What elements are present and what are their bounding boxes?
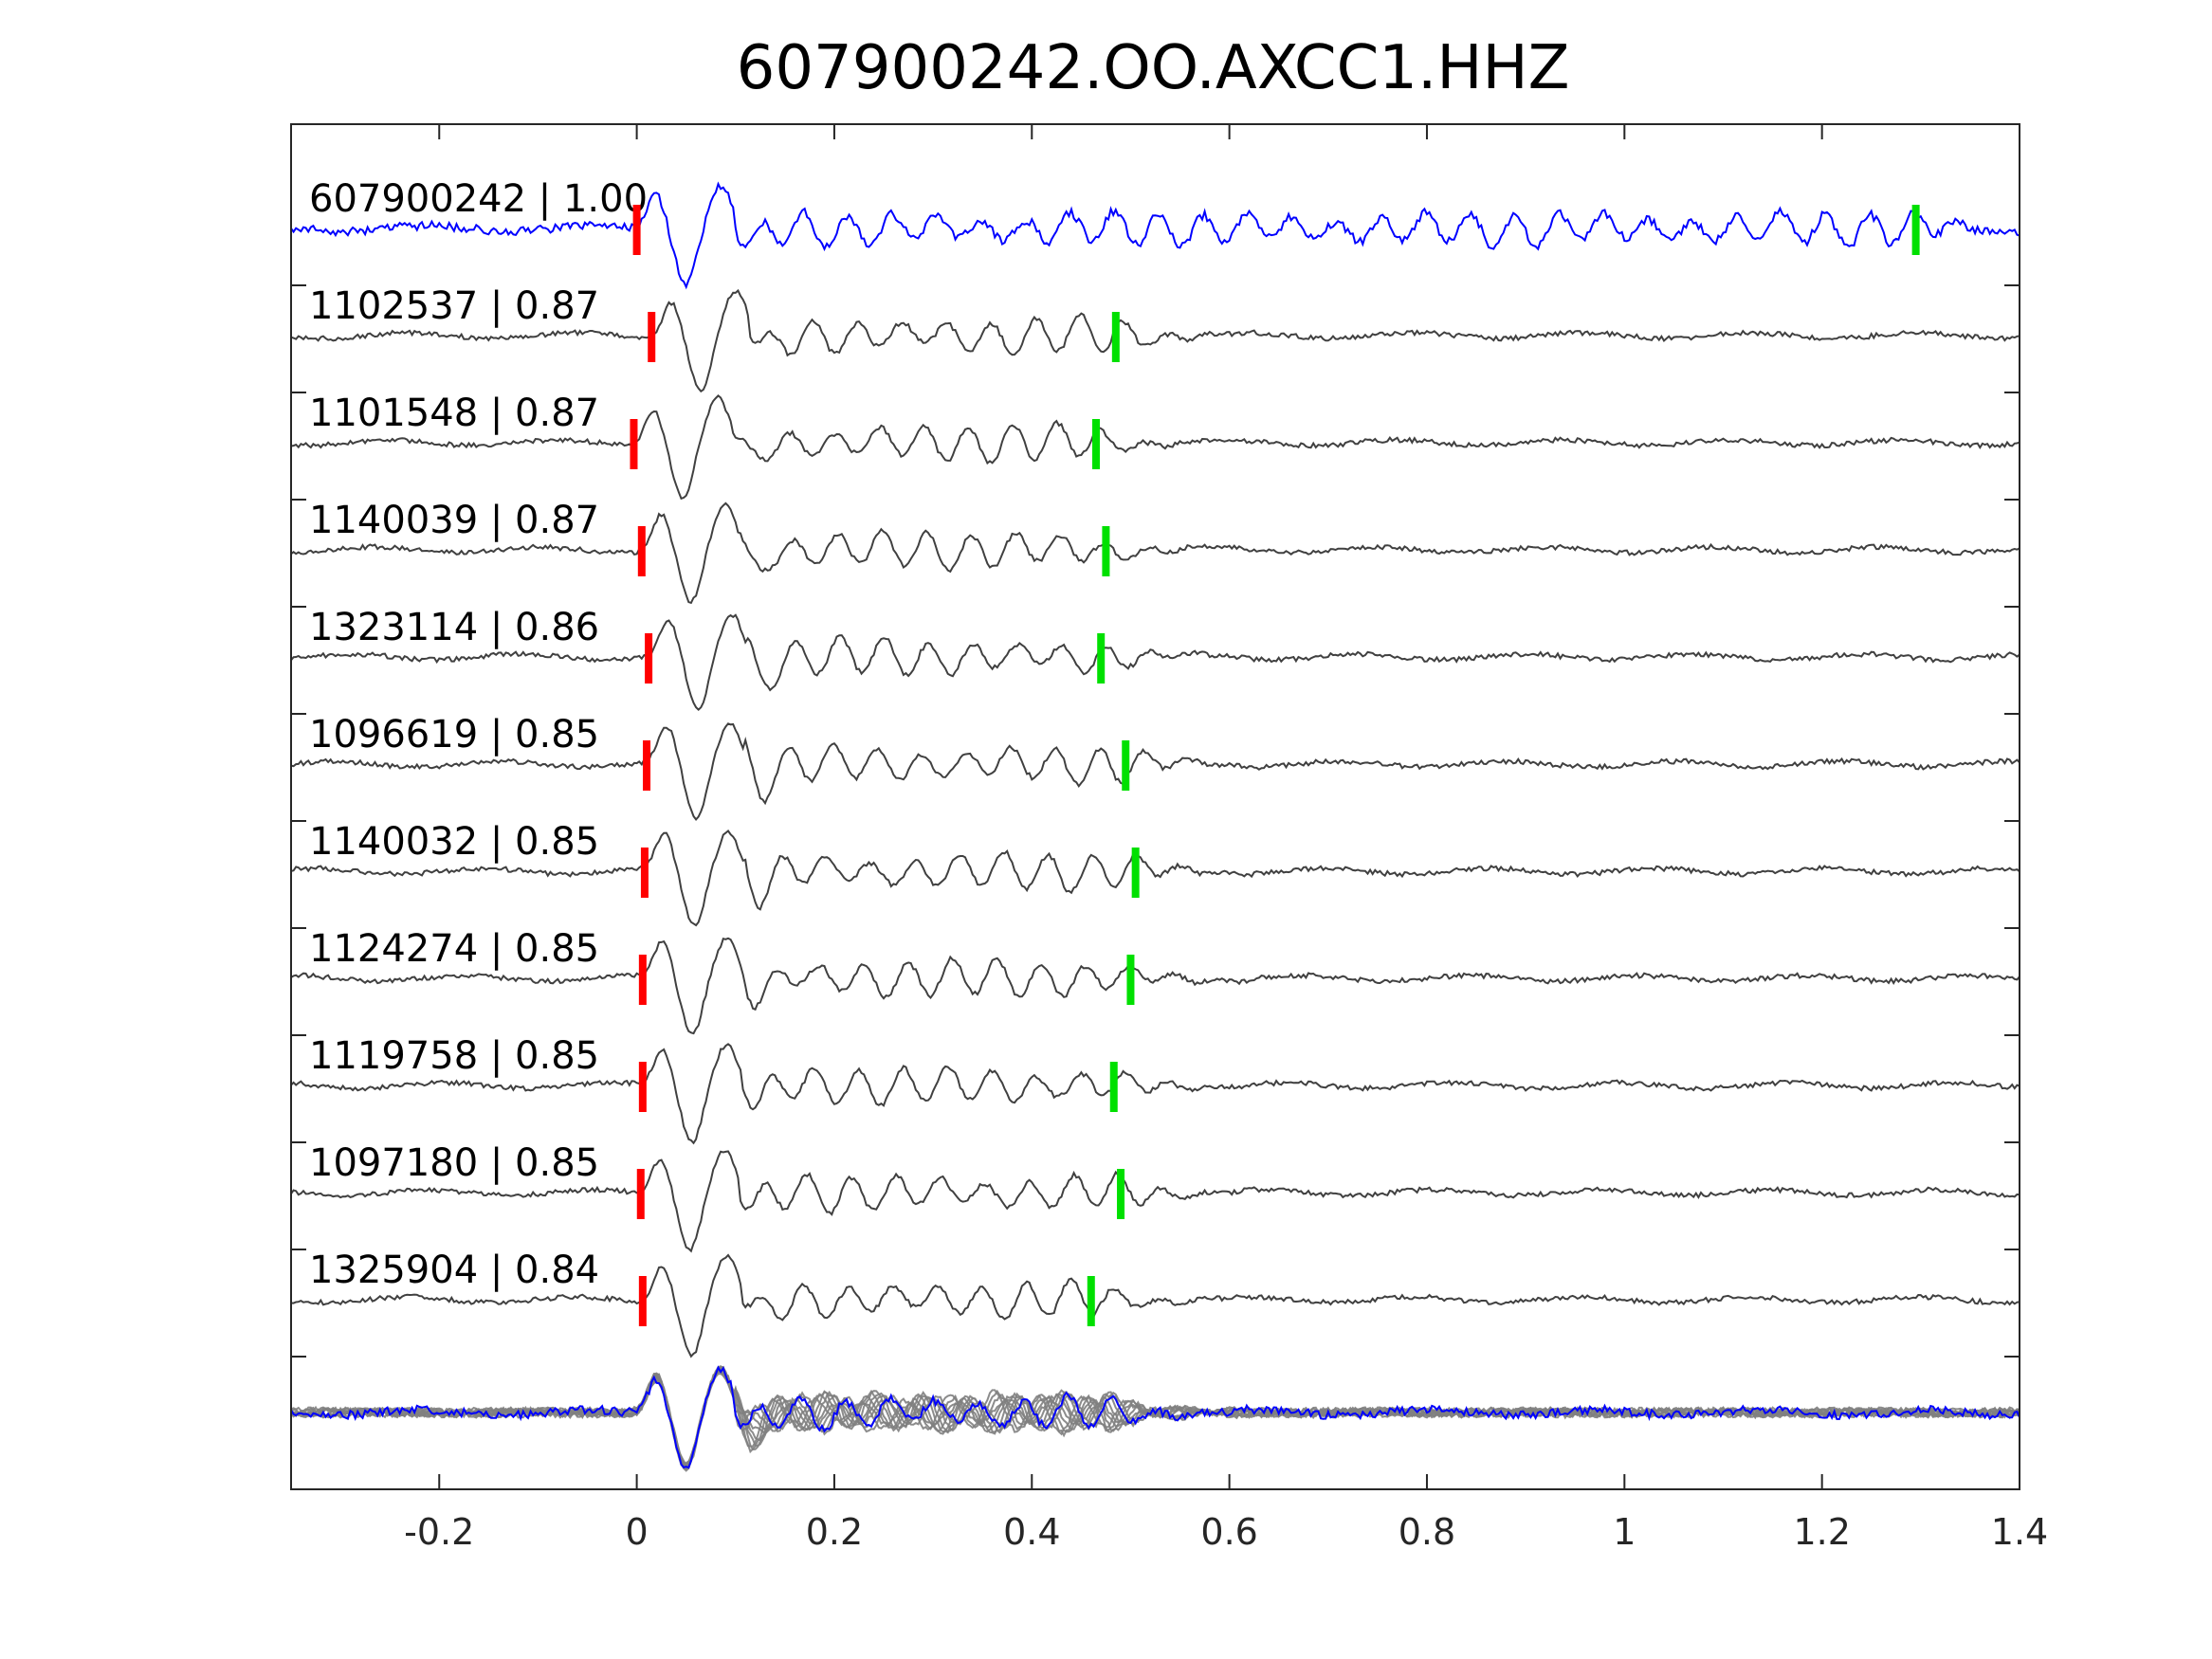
trace-1096619: [290, 722, 2020, 821]
x-tick-label: 1.2: [1793, 1511, 1850, 1553]
x-tick-label: 0.4: [1003, 1511, 1060, 1553]
stack-trace-1325904: [290, 1369, 2020, 1469]
stack-trace-template: [290, 1365, 2020, 1469]
trace-label-1096619: 1096619 | 0.85: [309, 713, 599, 757]
trace-label-1140039: 1140039 | 0.87: [309, 499, 599, 542]
plot-area: 607900242 | 1.00 1102537 | 0.87 1101548 | …: [290, 177, 2020, 1472]
trace-607900242: [290, 181, 2020, 290]
trace-1097180: [290, 1150, 2020, 1253]
trace-1323114: [290, 613, 2020, 711]
axes-box: [290, 123, 2020, 1490]
trace-label-1325904: 1325904 | 0.84: [309, 1249, 599, 1292]
chart-title: 607900242.OO.AXCC1.HHZ: [737, 33, 1570, 103]
trace-1140039: [290, 501, 2020, 605]
trace-label-1101548: 1101548 | 0.87: [309, 392, 599, 435]
x-tick-label: 0.8: [1398, 1511, 1455, 1553]
x-tick-label: -0.2: [404, 1511, 474, 1553]
x-tick-label: 0.6: [1200, 1511, 1257, 1553]
x-tick-label: 0.2: [806, 1511, 863, 1553]
trace-label-1119758: 1119758 | 0.85: [309, 1034, 599, 1078]
trace-1140032: [290, 830, 2020, 927]
trace-label-1323114: 1323114 | 0.86: [309, 606, 599, 649]
trace-1124274: [290, 937, 2020, 1035]
trace-1102537: [290, 288, 2020, 393]
trace-label-607900242: 607900242 | 1.00: [309, 177, 648, 221]
x-tick-label: 1.4: [1991, 1511, 2048, 1553]
trace-label-1097180: 1097180 | 0.85: [309, 1141, 599, 1185]
trace-1325904: [290, 1253, 2020, 1358]
trace-label-1102537: 1102537 | 0.87: [309, 284, 599, 328]
trace-label-1124274: 1124274 | 0.85: [309, 927, 599, 971]
x-axis: -0.2 0 0.2 0.4 0.6 0.8 1 1.2 1.4: [291, 124, 2048, 1553]
x-tick-label: 1: [1613, 1511, 1636, 1553]
stack-overlay: [290, 1365, 2020, 1472]
trace-1101548: [290, 394, 2020, 501]
x-tick-label: 0: [626, 1511, 649, 1553]
trace-label-1140032: 1140032 | 0.85: [309, 820, 599, 864]
trace-1119758: [290, 1043, 2020, 1145]
